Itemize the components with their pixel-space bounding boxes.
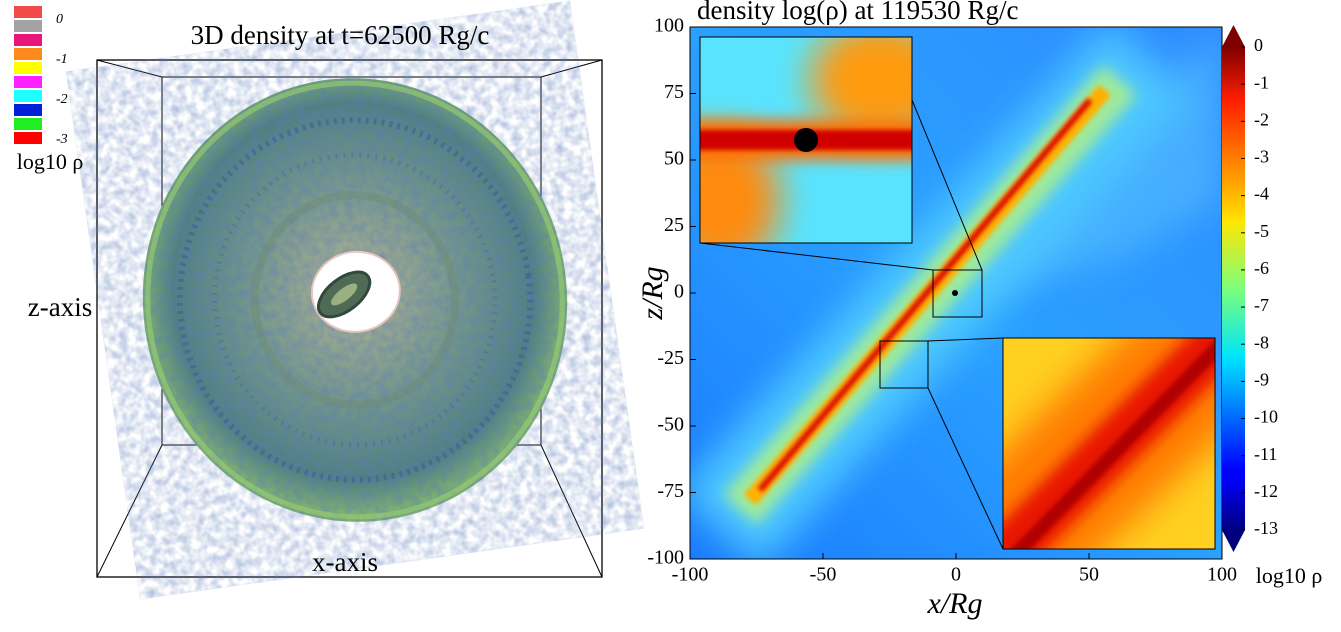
edge	[96, 59, 163, 78]
y-axis-label: z-axis	[28, 292, 92, 322]
colorbar-tick-label: -5	[1254, 221, 1269, 241]
edge	[96, 444, 163, 578]
x-tick-label: 50	[1079, 564, 1099, 586]
legend-tick-label: -2	[56, 92, 68, 107]
x-tick-label: 100	[1207, 564, 1237, 586]
disk	[142, 78, 568, 522]
colorbar-tick-label: -4	[1254, 184, 1269, 204]
colorbar-tick-label: -10	[1254, 407, 1278, 427]
x-tick-label: -100	[672, 564, 709, 586]
heatmap-image	[690, 27, 1222, 559]
y-axis-label: z/Rg	[636, 266, 669, 320]
colorbar-extend	[1222, 25, 1245, 47]
edge	[540, 59, 603, 78]
inset-bottom	[879, 337, 1216, 550]
colorbar-tick-label: -6	[1254, 258, 1269, 278]
colorbar-label: log10 ρ	[1256, 563, 1323, 588]
legend-swatch	[14, 62, 42, 74]
y-tick-label: 0	[674, 281, 684, 303]
legend-tick-label: -3	[56, 132, 68, 147]
colorbar-tick-label: -3	[1254, 147, 1269, 167]
colorbar-extend	[1222, 530, 1245, 552]
colorbar-tick-label: -1	[1254, 72, 1269, 92]
y-tick-label: -75	[657, 480, 684, 502]
legend-swatch	[14, 118, 42, 130]
colorbar-tick-label: -11	[1254, 444, 1277, 464]
legend-swatch	[14, 6, 42, 18]
y-tick-label: -100	[647, 547, 684, 569]
x-tick-label: 0	[951, 564, 961, 586]
x-tick-label: -50	[810, 564, 837, 586]
legend-label: log10 ρ	[17, 149, 84, 174]
colorbar-tick-label: -2	[1254, 109, 1269, 129]
x-axis-label: x-axis	[312, 547, 378, 577]
legend-swatch	[14, 104, 42, 116]
legend-tick-label: -1	[56, 52, 68, 67]
y-tick-label: 100	[654, 15, 684, 37]
legend-swatch	[14, 48, 42, 60]
y-tick-label: -50	[657, 414, 684, 436]
legend-swatch	[14, 90, 42, 102]
colorbar-tick-label: -8	[1254, 332, 1269, 352]
title: 3D density at t=62500 Rg/c	[191, 20, 490, 50]
left-panel	[96, 59, 603, 578]
legend-swatch	[14, 20, 42, 32]
colorbar	[1222, 47, 1245, 530]
frame	[96, 59, 603, 578]
legend-swatch	[14, 76, 42, 88]
x-axis-label: x/Rg	[927, 587, 983, 620]
legend-swatch	[14, 132, 42, 144]
colorbar-tick-label: -13	[1254, 518, 1278, 538]
y-tick-label: 50	[664, 148, 684, 170]
edge	[540, 444, 603, 578]
y-tick-label: 25	[664, 214, 684, 236]
y-tick-label: 75	[664, 81, 684, 103]
legend-swatch	[14, 34, 42, 46]
title: density log(ρ) at 119530 Rg/c	[697, 0, 1018, 25]
colorbar-tick-label: -7	[1254, 295, 1269, 315]
y-tick-label: -25	[657, 347, 684, 369]
colorbar-tick-label: 0	[1254, 35, 1263, 55]
colorbar-tick-label: -12	[1254, 481, 1278, 501]
colorbar-tick-label: -9	[1254, 370, 1269, 390]
legend-tick-label: 0	[56, 12, 63, 27]
inset-top	[699, 36, 983, 318]
